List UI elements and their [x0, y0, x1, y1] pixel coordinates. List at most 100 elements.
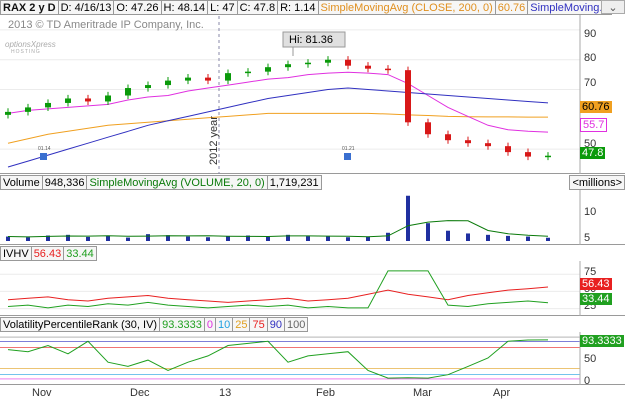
vpr-chart-svg: 50 0: [0, 332, 596, 385]
hv-value: 33.44: [64, 246, 97, 261]
range-label: R: 1.14: [278, 0, 319, 15]
chevron-down-icon[interactable]: ⌄: [601, 0, 625, 14]
vpr-tag: 93.3333: [580, 335, 624, 347]
vpr-level-0: 0: [204, 317, 216, 332]
sma50-tag: 55.7: [580, 118, 608, 132]
candle: [285, 64, 291, 68]
x-tick: Dec: [130, 387, 150, 399]
volume-sma-value: 1,719,231: [267, 175, 322, 190]
candle: [465, 140, 471, 144]
volume-bar: [86, 236, 90, 241]
sma200-label[interactable]: SimpleMovingAvg (CLOSE, 200, 0): [318, 0, 496, 15]
volume-bar: [26, 237, 30, 241]
volume-units-label: <millions>: [569, 175, 625, 190]
volume-title[interactable]: Volume: [0, 175, 43, 190]
candle: [445, 134, 451, 141]
candle: [165, 80, 171, 86]
x-tick: Feb: [316, 387, 335, 399]
volume-bar: [6, 236, 10, 241]
event-icon[interactable]: [344, 153, 351, 160]
candle: [225, 73, 231, 81]
volume-bar: [226, 236, 230, 241]
candle: [85, 98, 91, 102]
candle: [145, 85, 151, 89]
vpr-level-25: 25: [233, 317, 251, 332]
volume-sma-line: [7, 220, 549, 238]
y-tick: 70: [584, 77, 596, 89]
price-sma-lines: [7, 71, 549, 168]
y-tick: 0: [584, 375, 590, 385]
sma-more-label[interactable]: SimpleMoving...: [528, 0, 612, 15]
sma200-tag: 60.76: [580, 101, 612, 113]
vpr-level-10: 10: [215, 317, 234, 332]
volume-bar: [346, 237, 350, 241]
y-tick: 10: [584, 206, 596, 218]
candle: [105, 95, 111, 102]
y-tick: 5: [584, 232, 590, 244]
volume-bar: [326, 236, 330, 241]
ivhv-panel: IVHV 56.43 33.44 75 50 25 56.43 33.44: [0, 246, 625, 316]
volume-panel: Volume 948,336 SimpleMovingAvg (VOLUME, …: [0, 175, 625, 245]
volume-bar: [106, 235, 110, 241]
volume-bar: [286, 234, 290, 241]
vpr-panel: VolatilityPercentileRank (30, IV) 93.333…: [0, 317, 625, 385]
candle: [425, 122, 431, 135]
hi-marker: Hi: 81.36: [282, 31, 346, 56]
volume-bar: [506, 235, 510, 241]
symbol-label[interactable]: RAX 2 y D: [0, 0, 59, 15]
candle: [185, 77, 191, 81]
volume-bar: [266, 236, 270, 241]
ivhv-chart-svg: 75 50 25: [0, 261, 596, 316]
volume-bar: [426, 223, 430, 241]
ivhv-grid: [0, 273, 580, 310]
volume-bar: [146, 234, 150, 241]
price-chart-svg: 2012 year Hi: 81.36 01.14 01.21 90 80 70…: [0, 15, 596, 174]
candle: [405, 70, 411, 123]
close-label: C: 47.8: [237, 0, 279, 15]
price-grid: [0, 29, 580, 150]
volume-units: <millions>: [569, 175, 625, 190]
hi-marker-label: Hi: 81.36: [289, 34, 333, 46]
vpr-header: VolatilityPercentileRank (30, IV) 93.333…: [0, 317, 309, 332]
hi-marker-box: [282, 31, 346, 48]
ivhv-title[interactable]: IVHV: [0, 246, 32, 261]
sma-line: [7, 112, 548, 144]
candle: [25, 107, 31, 112]
candle: [325, 59, 331, 63]
price-header: RAX 2 y D D: 4/16/13 O: 47.26 H: 48.14 L…: [0, 0, 612, 15]
event-icon[interactable]: [40, 153, 47, 160]
x-tick: Apr: [493, 387, 511, 399]
candle: [385, 68, 391, 71]
iv-value: 56.43: [31, 246, 65, 261]
vpr-reference-lines: [0, 336, 580, 380]
iv-tag: 56.43: [580, 278, 612, 290]
vpr-level-75: 75: [250, 317, 268, 332]
year-label: 2012 year: [208, 116, 220, 165]
volume-bar: [46, 235, 50, 241]
candle: [305, 62, 311, 65]
x-tick: 13: [219, 387, 232, 399]
volume-bar: [246, 235, 250, 241]
candle: [525, 152, 531, 157]
candle: [365, 65, 371, 69]
volume-bar: [306, 236, 310, 241]
x-axis: Nov Dec 13 Feb Mar Apr: [0, 385, 625, 401]
sma-line: [7, 87, 549, 168]
volume-bar: [366, 236, 370, 241]
y-tick: 80: [584, 52, 596, 64]
open-label: O: 47.26: [114, 0, 162, 15]
candle: [505, 146, 511, 153]
volume-sma-label[interactable]: SimpleMovingAvg (VOLUME, 20, 0): [87, 175, 268, 190]
vpr-title[interactable]: VolatilityPercentileRank (30, IV): [0, 317, 161, 332]
candle: [545, 155, 551, 158]
volume-bar: [206, 237, 210, 241]
event-label-1: 01.14: [38, 146, 51, 152]
volume-bar: [66, 234, 70, 241]
volume-value: 948,336: [42, 175, 88, 190]
volume-bar: [406, 195, 410, 241]
y-tick: 90: [584, 28, 596, 40]
date-label: D: 4/16/13: [58, 0, 115, 15]
year-divider: 2012 year: [208, 16, 220, 174]
event-label-2: 01.21: [342, 146, 355, 152]
candle: [45, 102, 51, 108]
